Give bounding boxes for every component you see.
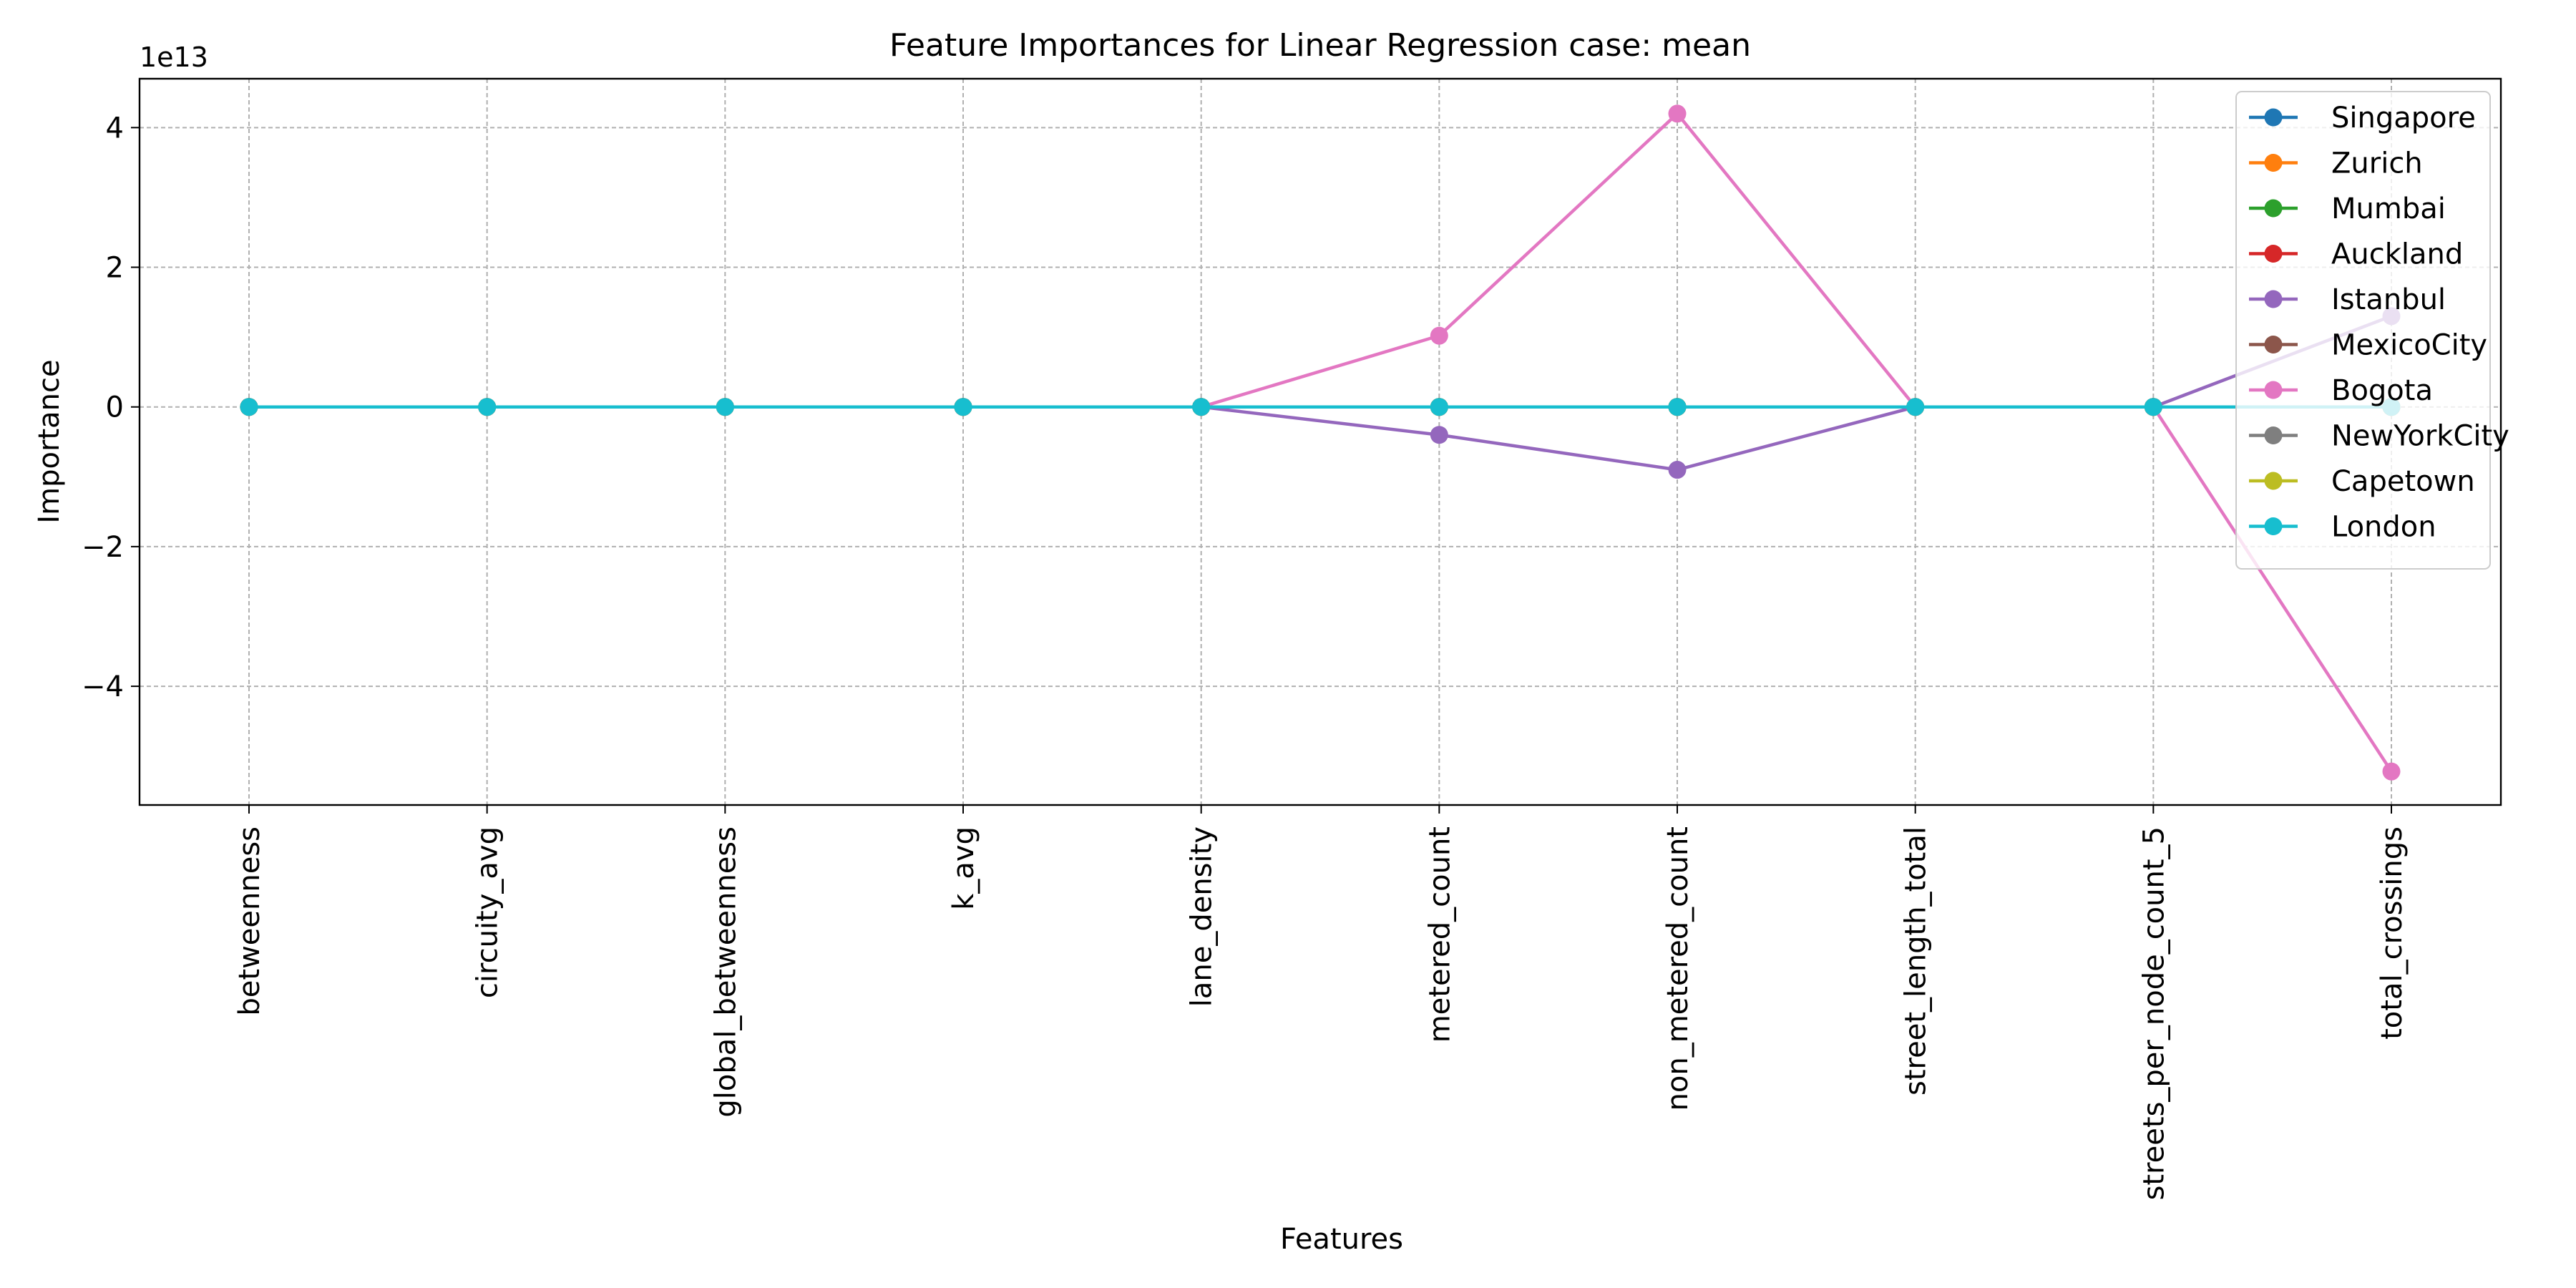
data-point-london	[240, 398, 258, 416]
legend-marker-zurich	[2264, 154, 2283, 172]
legend-label-zurich: Zurich	[2331, 147, 2423, 180]
data-point-istanbul	[1668, 461, 1687, 479]
data-point-london	[1192, 398, 1211, 416]
data-point-london	[1906, 398, 1925, 416]
x-tick-label: global_betweenness	[709, 826, 742, 1118]
y-axis-label: Importance	[33, 359, 66, 523]
y-tick-label: −2	[82, 531, 124, 564]
legend-marker-istanbul	[2264, 290, 2283, 308]
x-axis-ticks: betweenness circuity_avg global_betweennes…	[233, 805, 2409, 1200]
data-point-bogota	[1668, 104, 1687, 123]
x-tick-label: non_metered_count	[1662, 826, 1694, 1111]
y-tick-label: 0	[106, 391, 124, 424]
y-offset-label: 1e13	[140, 42, 208, 73]
legend-label-capetown: Capetown	[2331, 465, 2475, 498]
legend-marker-newyorkcity	[2264, 426, 2283, 444]
legend-label-mumbai: Mumbai	[2331, 192, 2446, 225]
legend-label-istanbul: Istanbul	[2331, 283, 2446, 316]
data-point-london	[478, 398, 497, 416]
axes-frame	[138, 77, 2502, 806]
legend-marker-mumbai	[2264, 199, 2283, 218]
x-tick-label: circuity_avg	[472, 826, 504, 998]
legend-label-auckland: Auckland	[2331, 238, 2463, 271]
y-axis-ticks: −4 −2 0 2 4	[82, 112, 140, 703]
legend-label-bogota: Bogota	[2331, 374, 2433, 407]
x-tick-label: street_length_total	[1900, 826, 1933, 1096]
x-tick-label: total_crossings	[2376, 826, 2409, 1040]
y-tick-label: 2	[106, 252, 124, 285]
legend-label-mexicocity: MexicoCity	[2331, 329, 2487, 362]
legend-label-newyorkcity: NewYorkCity	[2331, 420, 2509, 453]
data-point-london	[2144, 398, 2162, 416]
y-tick-label: 4	[106, 112, 124, 145]
legend-marker-capetown	[2264, 472, 2283, 490]
legend-marker-bogota	[2264, 381, 2283, 399]
legend-marker-singapore	[2264, 108, 2283, 127]
data-point-london	[1668, 398, 1687, 416]
x-tick-label: streets_per_node_count_5	[2137, 826, 2170, 1200]
legend-box	[2235, 91, 2491, 570]
data-point-london	[716, 398, 734, 416]
legend-label-london: London	[2331, 511, 2436, 544]
legend-marker-mexicocity	[2264, 336, 2283, 353]
x-axis-label: Features	[1280, 1223, 1403, 1256]
x-tick-label: metered_count	[1423, 826, 1456, 1043]
data-point-istanbul	[1430, 426, 1448, 444]
data-point-bogota	[1430, 326, 1448, 345]
legend-marker-auckland	[2264, 245, 2283, 263]
x-tick-label: betweenness	[233, 826, 266, 1016]
legend-label-singapore: Singapore	[2331, 102, 2476, 135]
legend: Singapore Zurich Mumbai Auckland Istanbul Mex…	[2235, 91, 2509, 570]
series-london	[240, 398, 2401, 416]
data-point-bogota	[2382, 762, 2401, 781]
x-tick-label: lane_density	[1186, 826, 1219, 1007]
x-tick-label: k_avg	[947, 826, 980, 910]
legend-marker-london	[2264, 517, 2283, 535]
data-point-london	[1430, 398, 1448, 416]
chart-title: Feature Importances for Linear Regressio…	[889, 27, 1751, 64]
data-point-london	[954, 398, 972, 416]
y-tick-label: −4	[82, 670, 124, 703]
